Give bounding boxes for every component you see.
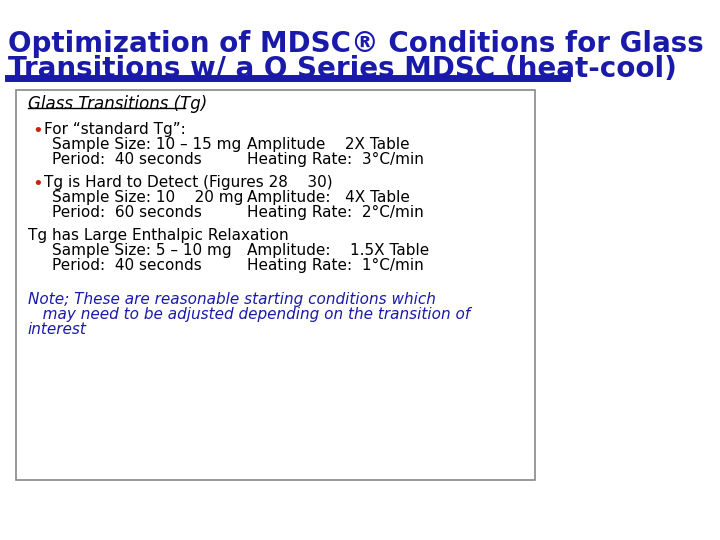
- Text: Amplitude    2X Table: Amplitude 2X Table: [248, 137, 410, 152]
- Text: Amplitude:   4X Table: Amplitude: 4X Table: [248, 190, 410, 205]
- Text: Sample Size: 10    20 mg: Sample Size: 10 20 mg: [52, 190, 243, 205]
- Text: Amplitude:    1.5X Table: Amplitude: 1.5X Table: [248, 243, 430, 258]
- Text: Sample Size: 5 – 10 mg: Sample Size: 5 – 10 mg: [52, 243, 232, 258]
- Text: may need to be adjusted depending on the transition of: may need to be adjusted depending on the…: [28, 307, 470, 322]
- Text: Optimization of MDSC® Conditions for Glass: Optimization of MDSC® Conditions for Gla…: [8, 30, 703, 58]
- Text: Heating Rate:  1°C/min: Heating Rate: 1°C/min: [248, 258, 424, 273]
- Text: interest: interest: [28, 322, 87, 337]
- Text: For “standard Tg”:: For “standard Tg”:: [44, 122, 186, 137]
- Text: Glass Transitions (Tg): Glass Transitions (Tg): [28, 95, 207, 113]
- Text: Note; These are reasonable starting conditions which: Note; These are reasonable starting cond…: [28, 292, 436, 307]
- Text: Period:  60 seconds: Period: 60 seconds: [52, 205, 202, 220]
- FancyBboxPatch shape: [16, 90, 535, 480]
- Text: Sample Size: 10 – 15 mg: Sample Size: 10 – 15 mg: [52, 137, 241, 152]
- Text: •: •: [32, 122, 42, 140]
- Text: Tg has Large Enthalpic Relaxation: Tg has Large Enthalpic Relaxation: [28, 228, 289, 243]
- Text: Period:  40 seconds: Period: 40 seconds: [52, 258, 202, 273]
- Text: Heating Rate:  3°C/min: Heating Rate: 3°C/min: [248, 152, 424, 167]
- Text: Tg is Hard to Detect (Figures 28    30): Tg is Hard to Detect (Figures 28 30): [44, 175, 333, 190]
- Text: Period:  40 seconds: Period: 40 seconds: [52, 152, 202, 167]
- Text: •: •: [32, 175, 42, 193]
- Text: Heating Rate:  2°C/min: Heating Rate: 2°C/min: [248, 205, 424, 220]
- Text: Transitions w/ a Q Series MDSC (heat-cool): Transitions w/ a Q Series MDSC (heat-coo…: [8, 55, 677, 83]
